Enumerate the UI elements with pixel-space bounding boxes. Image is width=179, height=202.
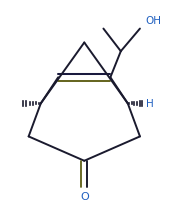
Text: H: H bbox=[146, 99, 154, 109]
Text: OH: OH bbox=[145, 16, 161, 26]
Text: O: O bbox=[80, 191, 89, 201]
